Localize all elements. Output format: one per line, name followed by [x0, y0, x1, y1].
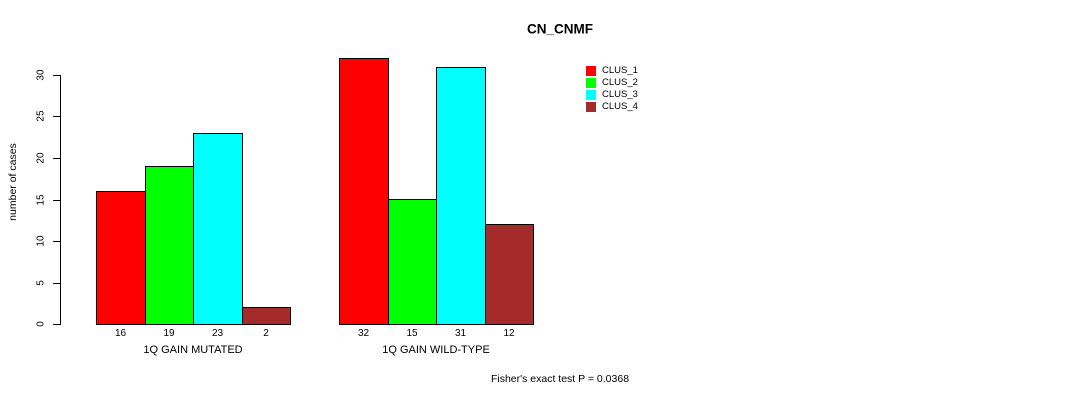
- bar-clus_1-group1: [96, 191, 146, 325]
- y-axis-tick-label: 30: [35, 69, 47, 81]
- bar-clus_4-group1: [242, 307, 291, 325]
- y-axis-tick: [53, 241, 60, 242]
- legend-label: CLUS_2: [602, 77, 638, 88]
- chart-title: CN_CNMF: [527, 21, 593, 37]
- y-axis-tick: [53, 75, 60, 76]
- group-label: 1Q GAIN MUTATED: [143, 344, 243, 356]
- bar-value-label: 31: [454, 328, 467, 339]
- y-axis-tick-label: 5: [35, 280, 47, 286]
- legend-label: CLUS_4: [602, 101, 638, 112]
- bar-value-label: 2: [263, 328, 269, 339]
- legend: CLUS_1 CLUS_2 CLUS_3 CLUS_4: [586, 65, 638, 113]
- legend-swatch-icon: [586, 78, 596, 88]
- bar-value-label: 15: [406, 328, 418, 339]
- bar-clus_3-group1: [193, 133, 243, 325]
- y-axis-tick: [53, 200, 60, 201]
- y-axis-tick-label: 15: [35, 194, 47, 206]
- legend-label: CLUS_1: [602, 65, 638, 76]
- bar-value-label: 23: [211, 328, 224, 339]
- legend-item: CLUS_3: [586, 89, 638, 101]
- y-axis-tick: [53, 116, 60, 117]
- bar-clus_2-group1: [145, 166, 194, 325]
- legend-item: CLUS_2: [586, 77, 638, 89]
- bar-value-label: 12: [503, 328, 515, 339]
- y-axis-line: [60, 75, 61, 325]
- bar-clus_1-group2: [339, 58, 389, 325]
- legend-label: CLUS_3: [602, 89, 638, 100]
- bar-clus_3-group2: [436, 67, 486, 325]
- y-axis-tick: [53, 158, 60, 159]
- y-axis-label: number of cases: [7, 143, 19, 221]
- y-axis-tick-label: 0: [35, 321, 47, 327]
- bar-value-label: 16: [114, 328, 127, 339]
- bar-clus_2-group2: [388, 199, 437, 325]
- legend-swatch-icon: [586, 90, 596, 100]
- y-axis-tick-label: 10: [35, 235, 47, 247]
- y-axis-tick-label: 20: [35, 152, 47, 164]
- group-label: 1Q GAIN WILD-TYPE: [382, 344, 490, 356]
- y-axis-tick: [53, 324, 60, 325]
- bar-clus_4-group2: [485, 224, 534, 325]
- legend-item: CLUS_4: [586, 101, 638, 113]
- legend-item: CLUS_1: [586, 65, 638, 77]
- bar-value-label: 19: [163, 328, 175, 339]
- y-axis-tick-label: 25: [35, 110, 47, 122]
- bar-value-label: 32: [357, 328, 370, 339]
- legend-swatch-icon: [586, 102, 596, 112]
- y-axis-tick: [53, 283, 60, 284]
- legend-swatch-icon: [586, 66, 596, 76]
- footer-annotation: Fisher's exact test P = 0.0368: [490, 373, 630, 385]
